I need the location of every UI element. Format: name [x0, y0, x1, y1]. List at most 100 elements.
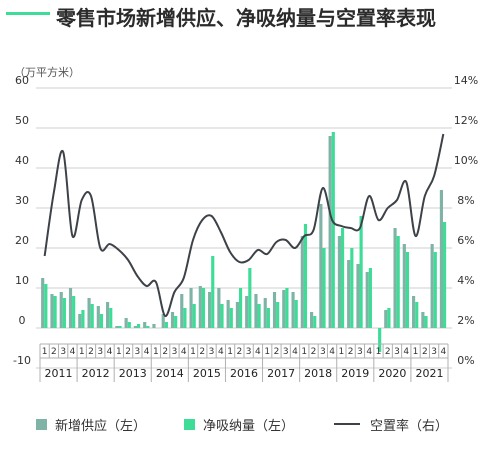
- bar-supply: [291, 292, 295, 328]
- bar-supply: [393, 228, 397, 328]
- quarter-label: 2: [422, 347, 428, 357]
- year-label: 2011: [45, 367, 73, 380]
- y-tick-label: 10: [15, 274, 29, 287]
- year-label: 2018: [304, 367, 332, 380]
- bar-absorption: [276, 302, 280, 328]
- quarter-label: 3: [431, 347, 437, 357]
- quarter-label: 3: [394, 347, 400, 357]
- bar-absorption: [192, 304, 196, 328]
- legend-vacancy: 空置率（右）: [334, 414, 448, 434]
- y-tick-label: 30: [15, 194, 29, 207]
- bar-supply: [310, 312, 314, 328]
- bar-absorption: [405, 252, 410, 328]
- bar-absorption: [109, 308, 113, 328]
- bar-supply: [384, 310, 388, 328]
- year-label: 2017: [267, 367, 295, 380]
- bar-supply: [328, 136, 332, 328]
- bar-absorption: [248, 268, 252, 328]
- bar-absorption: [433, 252, 437, 328]
- bar-supply: [412, 296, 416, 328]
- quarter-label: 3: [283, 347, 289, 357]
- bar-supply: [78, 314, 82, 328]
- quarter-label: 2: [348, 347, 354, 357]
- year-label: 2012: [82, 367, 110, 380]
- y-tick-label: 40: [15, 154, 29, 167]
- legend-supply-swatch: [36, 418, 47, 430]
- year-label: 2015: [193, 367, 221, 380]
- quarter-label: 3: [134, 347, 140, 357]
- bar-supply: [245, 296, 249, 328]
- quarter-label: 4: [366, 347, 372, 357]
- bar-supply: [106, 302, 110, 328]
- bar-supply: [59, 292, 63, 328]
- bar-supply: [226, 300, 230, 328]
- y-tick-label: 60: [15, 74, 29, 87]
- quarter-label: 2: [311, 347, 317, 357]
- bar-supply: [439, 190, 443, 328]
- vacancy-rate-line: [43, 133, 445, 318]
- bar-absorption: [266, 308, 270, 328]
- quarter-label: 2: [125, 347, 131, 357]
- bar-supply: [217, 288, 221, 328]
- y2-tick-label: 8%: [457, 194, 474, 207]
- bar-absorption: [257, 304, 261, 328]
- bar-absorption: [146, 326, 150, 328]
- quarter-label: 4: [403, 347, 409, 357]
- quarter-label: 3: [97, 347, 103, 357]
- y-tick-label: 50: [15, 114, 29, 127]
- y2-tick-label: 0%: [457, 354, 474, 367]
- legend-vacancy-label: 空置率（右）: [370, 418, 449, 434]
- bar-supply: [208, 292, 212, 328]
- bar-absorption: [387, 308, 391, 328]
- bar-absorption: [174, 316, 178, 328]
- y2-tick-label: 12%: [454, 114, 478, 127]
- bar-supply: [300, 236, 304, 328]
- bar-absorption: [442, 222, 447, 328]
- bar-supply: [143, 322, 147, 328]
- quarter-label: 4: [144, 347, 150, 357]
- bar-supply: [365, 272, 369, 328]
- bar-absorption: [396, 236, 400, 328]
- bar-absorption: [303, 224, 308, 328]
- quarter-label: 3: [246, 347, 252, 357]
- quarter-label: 4: [70, 347, 76, 357]
- bar-supply: [282, 290, 286, 328]
- bar-absorption: [285, 288, 289, 328]
- quarter-label: 4: [218, 347, 224, 357]
- bar-absorption: [238, 288, 243, 328]
- year-label: 2020: [378, 367, 406, 380]
- bar-absorption: [294, 300, 298, 328]
- bar-absorption: [164, 322, 168, 328]
- quarter-label: 2: [51, 347, 57, 357]
- bar-supply: [87, 298, 91, 328]
- bar-supply: [430, 244, 434, 328]
- quarter-label: 4: [292, 347, 298, 357]
- y-tick-label: 20: [15, 234, 29, 247]
- bar-absorption: [99, 314, 104, 328]
- bar-supply: [263, 298, 267, 328]
- y2-tick-label: 6%: [457, 234, 474, 247]
- bar-supply: [50, 294, 54, 328]
- quarter-label: 1: [79, 347, 85, 357]
- bar-absorption: [53, 296, 57, 328]
- bar-supply: [161, 314, 165, 328]
- legend-vacancy-line: [334, 423, 360, 425]
- year-label: 2014: [156, 367, 184, 380]
- quarter-label: 3: [60, 347, 66, 357]
- bar-supply: [68, 288, 73, 328]
- quarter-label: 4: [255, 347, 261, 357]
- bar-supply: [115, 326, 119, 328]
- bar-supply: [347, 260, 351, 328]
- year-label: 2013: [119, 367, 147, 380]
- bar-absorption: [350, 248, 354, 328]
- quarter-label: 2: [385, 347, 391, 357]
- bar-absorption: [201, 288, 206, 328]
- bar-supply: [402, 244, 406, 328]
- title-accent-bar: [6, 12, 50, 15]
- quarter-label: 3: [172, 347, 178, 357]
- bar-supply: [41, 278, 45, 328]
- quarter-label: 4: [107, 347, 113, 357]
- quarter-label: 1: [264, 347, 270, 357]
- bar-absorption: [322, 248, 326, 328]
- year-label: 2021: [415, 367, 443, 380]
